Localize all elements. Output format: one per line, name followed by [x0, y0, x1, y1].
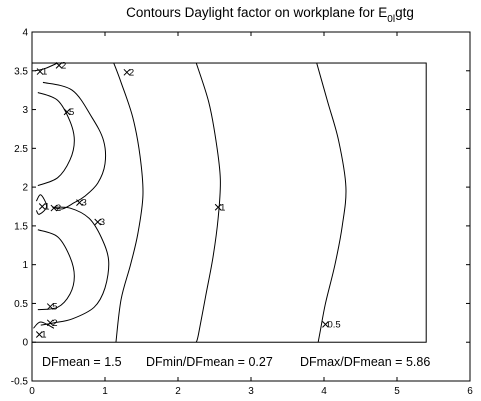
contour-level-2-6 — [33, 321, 55, 329]
contour-label-marker-9 — [46, 303, 54, 310]
y-tick-label-2: 0.5 — [14, 299, 28, 310]
contour-label-marker-1 — [55, 61, 63, 69]
stat-2: DFmax/DFmean = 5.86 — [300, 355, 430, 369]
contour-label-5: 2 — [56, 203, 61, 214]
contour-label-marker-11 — [35, 331, 43, 338]
room-rectangle — [31, 62, 427, 343]
contour-level-5-1 — [37, 229, 75, 311]
contour-label-marker-6 — [76, 199, 83, 206]
contour-level-2-7 — [113, 62, 144, 343]
contour-label-4: 1 — [44, 202, 49, 213]
chart-title-prefix: Contours Daylight factor on workplane fo… — [126, 5, 387, 20]
stat-value-2: 5.86 — [406, 355, 430, 369]
stat-label-2: DFmax/DFmean = — [300, 355, 406, 369]
contour-label-marker-2 — [123, 68, 131, 76]
stat-value-1: 0.27 — [248, 355, 272, 369]
contour-level-3-3 — [40, 206, 110, 326]
x-tick-label-6: 6 — [467, 386, 473, 397]
contour-level-5-0 — [37, 92, 75, 187]
contour-level-1-8 — [195, 62, 221, 343]
stat-label-1: DFmin/DFmean = — [146, 355, 248, 369]
y-tick-label-0: -0.5 — [11, 377, 29, 388]
contour-label-3: 5 — [69, 107, 74, 118]
statistics-line: DFmean = 1.5 DFmin/DFmean = 0.27 DFmax/DFm… — [42, 355, 430, 369]
contour-label-marker-0 — [36, 68, 44, 75]
stat-label-0: DFmean = — [42, 355, 104, 369]
y-tick-label-6: 2.5 — [14, 144, 28, 155]
y-tick-label-3: 1 — [22, 260, 28, 271]
chart-title-subscript: 0l — [387, 14, 395, 25]
contour-label-2: 2 — [129, 67, 134, 78]
contour-lines — [33, 62, 347, 343]
contour-label-10: 2 — [52, 318, 57, 329]
room-outline — [31, 62, 427, 343]
chart-title: Contours Daylight factor on workplane fo… — [126, 5, 414, 25]
contour-label-marker-5 — [50, 204, 58, 212]
stat-value-0: 1.5 — [104, 355, 121, 369]
contour-label-9: 5 — [52, 302, 57, 313]
y-tick-label-9: 4 — [22, 28, 28, 39]
axes-frame — [31, 31, 471, 382]
x-tick-label-3: 3 — [248, 386, 254, 397]
contour-label-marker-12 — [322, 321, 329, 328]
contour-label-1: 2 — [61, 60, 66, 71]
y-tick-label-1: 0 — [22, 338, 28, 349]
contour-label-8: 1 — [220, 202, 225, 213]
contour-label-6: 3 — [81, 198, 86, 209]
x-tick-label-5: 5 — [394, 386, 400, 397]
x-tick-label-0: 0 — [29, 386, 35, 397]
y-tick-label-5: 2 — [22, 183, 28, 194]
contour-label-marker-4 — [38, 203, 46, 210]
plot-axes: 0 1 2 3 4 5 6-0.500.511.522.533.54 — [11, 28, 473, 398]
contour-label-marker-7 — [94, 218, 102, 226]
contour-level-3-2 — [42, 81, 107, 210]
y-tick-label-8: 3.5 — [14, 66, 28, 77]
stat-0: DFmean = 1.5 — [42, 355, 122, 369]
contour-label-marker-3 — [63, 108, 71, 116]
y-tick-label-7: 3 — [22, 105, 28, 116]
contour-label-marker-8 — [214, 203, 222, 211]
x-tick-label-1: 1 — [102, 386, 108, 397]
stat-1: DFmin/DFmean = 0.27 — [146, 355, 273, 369]
contour-label-marker-10 — [46, 319, 54, 327]
contour-level-2-4 — [34, 62, 58, 72]
contour-label-7: 3 — [100, 217, 105, 228]
contour-level-2-5 — [35, 194, 48, 215]
x-tick-label-2: 2 — [175, 386, 181, 397]
x-tick-label-4: 4 — [321, 386, 327, 397]
contour-label-12: 0.5 — [327, 319, 340, 330]
contour-label-0: 1 — [42, 67, 47, 78]
contour-level-0-5-9 — [316, 62, 347, 343]
chart-title-suffix: gtg — [395, 5, 414, 20]
y-tick-label-4: 1.5 — [14, 221, 28, 232]
contour-label-11: 1 — [41, 329, 46, 340]
